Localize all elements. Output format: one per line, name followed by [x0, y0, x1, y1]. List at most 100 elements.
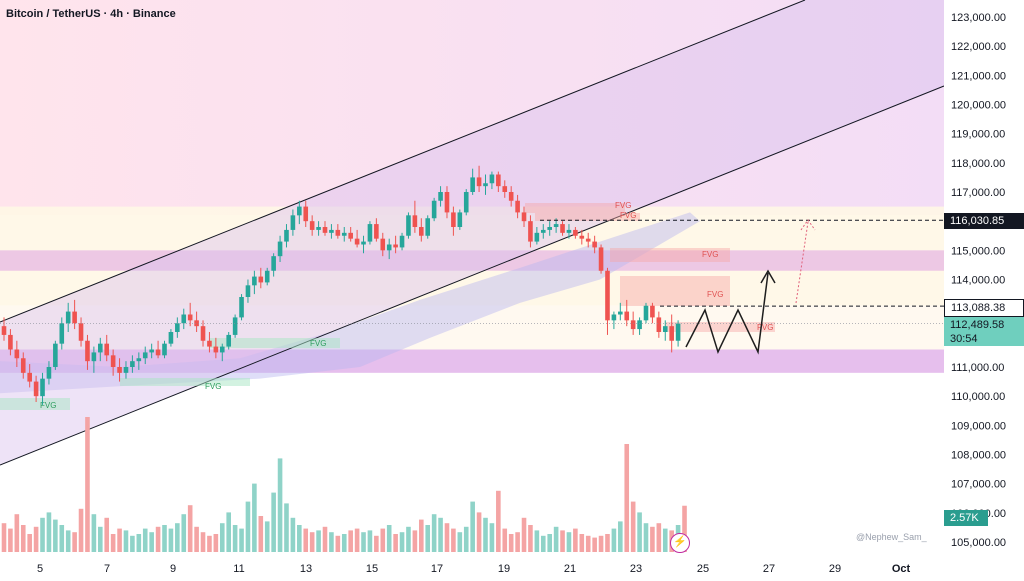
volume-bar — [252, 483, 257, 552]
candle-body — [399, 235, 405, 248]
volume-bar — [534, 530, 540, 552]
volume-bar — [611, 528, 617, 552]
volume-bar — [540, 535, 546, 552]
volume-bar — [110, 534, 116, 552]
volume-bar — [560, 530, 565, 552]
candle-body — [85, 340, 90, 362]
price-tick-label: 117,000.00 — [951, 187, 1005, 199]
volume-bar — [412, 530, 418, 552]
time-tick-label: 27 — [763, 563, 775, 575]
candle-body — [489, 174, 495, 184]
volume-bar — [316, 530, 321, 552]
volume-bar — [72, 532, 77, 552]
candle-body — [380, 238, 386, 251]
candle-body — [27, 372, 32, 382]
candle-body — [605, 270, 610, 321]
volume-bar — [245, 501, 251, 552]
candle-body — [624, 311, 630, 321]
candle-body — [284, 229, 289, 242]
candle-body — [78, 323, 84, 341]
price-axis-panel — [944, 0, 1024, 581]
volume-bar — [650, 526, 655, 552]
time-tick-label: 21 — [564, 563, 576, 575]
fvg-bearish-zone — [610, 248, 730, 262]
candle-body — [348, 232, 353, 239]
symbol-title[interactable]: Bitcoin / TetherUS · 4h · Binance — [6, 8, 176, 20]
price-tick-label: 108,000.00 — [951, 450, 1006, 462]
volume-bar — [91, 514, 97, 552]
candle-body — [98, 343, 103, 353]
candle-body — [361, 241, 366, 245]
price-tick-label: 107,000.00 — [951, 479, 1006, 491]
volume-bar — [65, 530, 71, 552]
candle-body — [367, 224, 373, 242]
volume-bar — [27, 534, 32, 552]
candle-body — [181, 314, 187, 324]
volume-bar — [219, 523, 225, 552]
volume-bar — [207, 535, 212, 552]
time-tick-label: 9 — [170, 563, 176, 575]
volume-tag: 2.57K — [944, 510, 988, 526]
volume-bar — [175, 523, 180, 552]
candle-body — [547, 227, 552, 230]
volume-bar — [85, 417, 90, 552]
time-tick-label: 13 — [300, 563, 312, 575]
candle-body — [431, 200, 437, 219]
price-tick-label: 123,000.00 — [951, 12, 1006, 24]
candle-body — [553, 224, 559, 227]
volume-bar — [162, 525, 167, 552]
candle-body — [277, 241, 283, 257]
volume-bar — [476, 512, 482, 552]
volume-bar — [290, 517, 296, 552]
volume-bar — [187, 505, 193, 552]
volume-bar — [213, 534, 219, 552]
candle-body — [656, 317, 662, 332]
candle-body — [650, 305, 655, 318]
candle-body — [630, 320, 636, 330]
price-tick-label: 118,000.00 — [951, 158, 1005, 170]
author-watermark: @Nephew_Sam_ — [856, 532, 927, 542]
volume-bar — [637, 512, 642, 552]
candle-body — [194, 320, 199, 327]
current-price-value: 112,489.58 — [950, 319, 1005, 331]
candle-body — [573, 229, 578, 236]
price-tick-label: 119,000.00 — [951, 129, 1005, 141]
candle-body — [8, 334, 13, 350]
price-tick-label: 121,000.00 — [951, 70, 1006, 82]
volume-bar — [515, 532, 520, 552]
volume-bar — [297, 525, 302, 552]
fvg-label: FVG — [310, 339, 326, 348]
target-arrowhead — [800, 219, 816, 231]
lightning-icon[interactable]: ⚡ — [670, 533, 690, 553]
volume-bar — [117, 528, 122, 552]
volume-bar — [194, 526, 199, 552]
candle-body — [406, 215, 411, 236]
volume-bar — [168, 528, 174, 552]
candle-body — [130, 361, 135, 367]
fvg-bearish-zone — [620, 276, 730, 306]
candle-body — [142, 352, 148, 359]
fvg-bullish-zone — [120, 378, 250, 386]
candle-body — [46, 367, 52, 379]
fvg-label: FVG — [757, 323, 773, 332]
volume-bar — [470, 501, 475, 552]
volume-bar — [374, 535, 379, 552]
candle-body — [496, 174, 501, 187]
candle-body — [579, 235, 585, 239]
candle-body — [419, 227, 424, 236]
bar-countdown: 30:54 — [950, 333, 978, 345]
volume-bar — [348, 530, 353, 552]
candle-body — [91, 352, 97, 362]
candle-body — [1, 326, 7, 335]
volume-bar — [239, 528, 244, 552]
volume-bar — [566, 532, 572, 552]
volume-bar — [329, 532, 334, 552]
volume-bar — [380, 528, 386, 552]
candle-body — [540, 229, 546, 233]
volume-bar — [528, 525, 533, 552]
fvg-label: FVG — [702, 250, 718, 259]
support-band — [0, 349, 944, 373]
volume-bar — [277, 458, 283, 552]
candle-body — [425, 218, 431, 236]
